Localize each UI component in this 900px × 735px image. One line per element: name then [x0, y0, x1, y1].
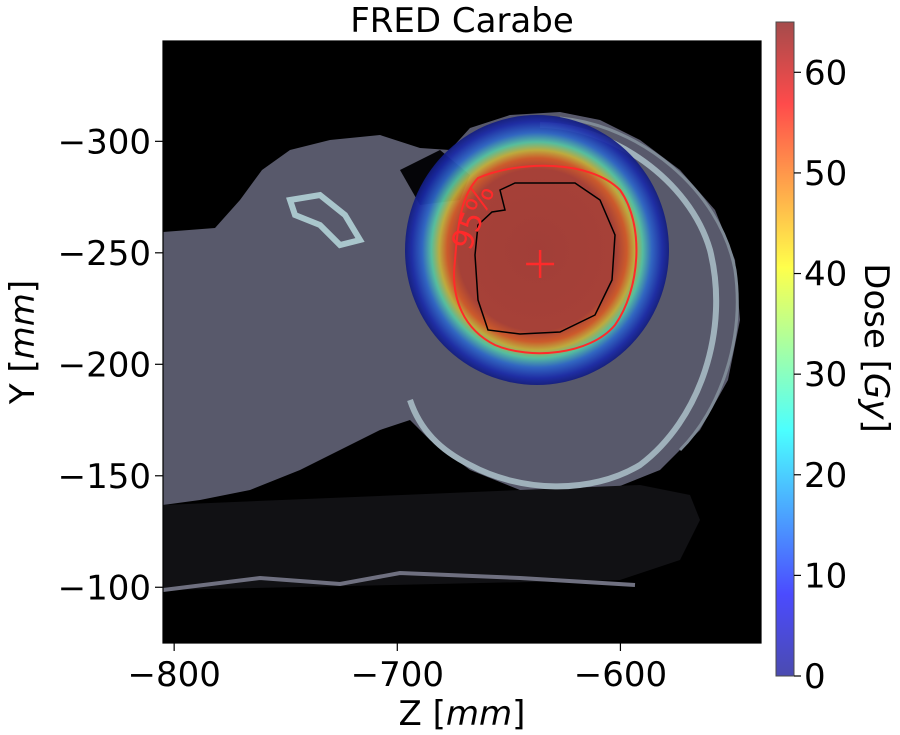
- colorbar-label: Dose [Gy]: [856, 263, 896, 432]
- target-contour: [474, 182, 616, 335]
- colorbar-tick-label: 40: [804, 255, 847, 295]
- colorbar-tick-label: 60: [804, 53, 847, 93]
- x-tick-label: −600: [574, 655, 667, 695]
- isodose-95-line: [453, 164, 638, 355]
- ct-skull: [407, 122, 720, 490]
- plot-area: 95%: [163, 41, 761, 643]
- y-axis-label: Y [mm]: [3, 280, 43, 405]
- dose-wash: [405, 115, 669, 385]
- colorbar-tick-label: 30: [804, 355, 847, 395]
- y-tick-label: −100: [58, 568, 151, 608]
- ct-skull-outer: [559, 116, 739, 452]
- colorbar-tick-label: 20: [804, 456, 847, 496]
- x-tick-label: −800: [127, 655, 220, 695]
- x-axis-ticks: −800 −700 −600: [127, 643, 667, 695]
- axes-frame: [162, 40, 762, 644]
- colorbar: [775, 21, 795, 677]
- y-tick-label: −150: [58, 457, 151, 497]
- y-axis-ticks: −300 −250 −200 −150 −100: [58, 122, 163, 608]
- colorbar-tick-label: 10: [804, 556, 847, 596]
- chart-title: FRED Carabe: [350, 1, 574, 41]
- ct-bone-fragment: [286, 191, 365, 249]
- x-tick-label: −700: [351, 655, 444, 695]
- colorbar-tick-label: 0: [804, 657, 826, 697]
- y-tick-label: −200: [58, 345, 151, 385]
- ct-couch: [163, 485, 700, 590]
- isocenter-marker: [526, 249, 555, 278]
- colorbar-ticks: 0 10 20 30 40 50 60: [794, 53, 847, 697]
- colorbar-tick-label: 50: [804, 154, 847, 194]
- y-tick-label: −250: [58, 234, 151, 274]
- ct-couch-line: [163, 570, 636, 592]
- x-axis-label: Z [mm]: [399, 694, 526, 734]
- y-tick-label: −300: [58, 122, 151, 162]
